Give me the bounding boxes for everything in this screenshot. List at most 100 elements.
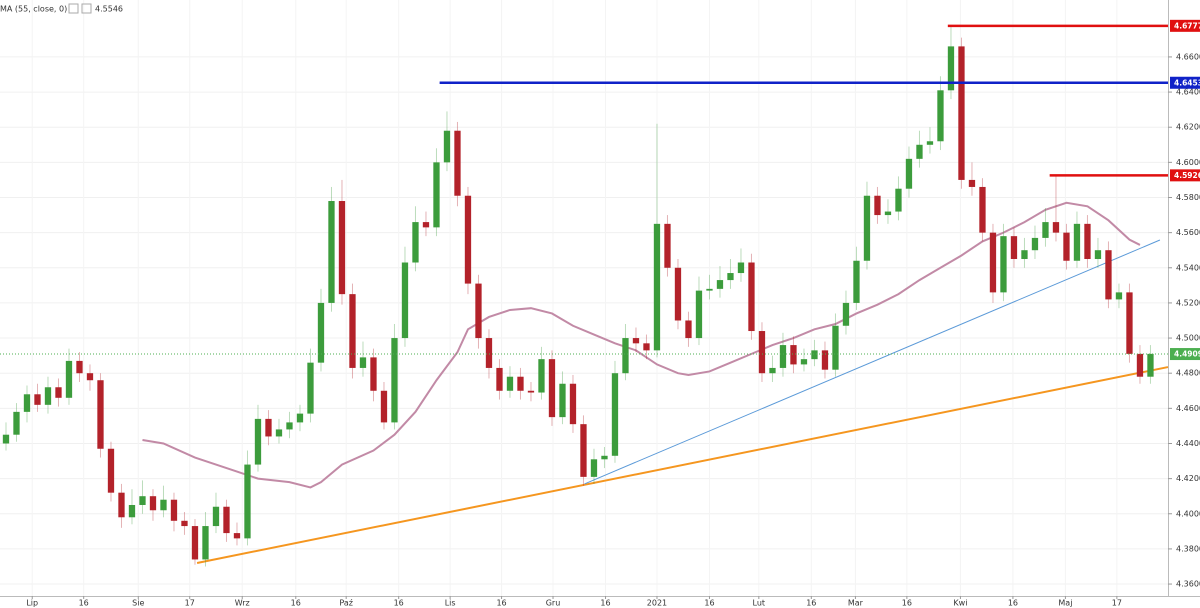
candle-body [170, 499, 178, 521]
candle-body [1042, 222, 1049, 238]
candle-body [905, 158, 913, 189]
level-box [1170, 169, 1200, 182]
candle-body [685, 320, 692, 339]
y-tick-label: 4.5200 [1176, 298, 1200, 307]
y-tick-label: 4.6400 [1176, 88, 1200, 97]
candle-body [706, 288, 713, 291]
candle-body [370, 357, 377, 391]
candle-body [359, 357, 367, 368]
close-icon[interactable] [81, 3, 92, 14]
candle-body [1073, 223, 1081, 261]
y-tick-label: 4.4600 [1176, 404, 1200, 413]
y-tick-label: 4.4000 [1176, 509, 1200, 518]
x-tick-label: Sie [132, 599, 144, 608]
candle-body [286, 422, 293, 430]
x-tick-label: Lis [445, 599, 456, 608]
candle-body [296, 413, 304, 423]
level-box [1170, 19, 1200, 32]
candle-body [496, 367, 503, 391]
candle-body [884, 211, 892, 216]
last-price-label: 4.4909 [1174, 350, 1200, 359]
x-tick-label: 16 [291, 599, 301, 608]
candle-body [758, 331, 766, 374]
trend-line [584, 239, 1161, 485]
candle-body [1031, 237, 1039, 251]
candle-body [107, 448, 115, 493]
candle-body [653, 223, 661, 351]
candle-body [1052, 222, 1060, 233]
y-tick-label: 4.5600 [1176, 228, 1200, 237]
x-tick-label: Lut [753, 599, 766, 608]
candle-body [149, 496, 157, 511]
y-tick-label: 4.4200 [1176, 474, 1200, 483]
x-tick-label: 16 [902, 599, 912, 608]
y-tick-label: 4.3800 [1176, 544, 1200, 553]
candle-body [506, 376, 514, 391]
indicator-value: 4.5546 [95, 5, 123, 14]
candle-body [947, 46, 955, 91]
x-tick-label: Mar [848, 599, 864, 608]
candle-body [328, 201, 335, 303]
candle-body [832, 325, 839, 370]
candle-body [968, 179, 976, 187]
level-label: 4.5926 [1174, 171, 1200, 180]
candle-body [2, 434, 10, 444]
level-box [1170, 76, 1200, 89]
candle-body [727, 273, 734, 281]
trend-line [196, 366, 1169, 564]
x-tick-label: 16 [1008, 599, 1018, 608]
candle-body [643, 343, 650, 351]
candle-body [443, 130, 451, 163]
candle-body [527, 390, 535, 393]
y-tick-label: 4.3600 [1176, 580, 1200, 589]
candle-body [454, 130, 461, 196]
last-price-box [1170, 348, 1200, 361]
candle-body [485, 338, 493, 368]
candle-body [233, 533, 241, 539]
candle-body [139, 496, 146, 505]
settings-icon[interactable] [68, 3, 79, 14]
candle-body [422, 222, 430, 228]
candle-body [349, 294, 356, 368]
level-label: 4.6453 [1174, 78, 1200, 87]
candle-body [1136, 353, 1144, 377]
x-tick-label: 16 [79, 599, 89, 608]
candle-body [979, 186, 986, 233]
candle-body [1010, 236, 1018, 259]
candle-body [1000, 236, 1007, 293]
candle-body [76, 360, 83, 374]
indicator-name: MA (55, close, 0) [0, 5, 67, 14]
candle-body [1105, 250, 1112, 300]
x-tick-label: Gru [546, 599, 561, 608]
candle-body [1084, 223, 1091, 259]
candle-body [674, 267, 682, 321]
x-tick-label: Kwi [953, 599, 967, 608]
x-tick-label: 17 [185, 599, 195, 608]
candle-body [464, 195, 472, 284]
candle-body [13, 411, 20, 435]
candle-body [380, 390, 388, 423]
x-tick-label: 16 [704, 599, 714, 608]
candle-body [265, 418, 272, 437]
candle-body [254, 418, 262, 465]
candle-body [790, 345, 797, 365]
candle-body [842, 302, 850, 326]
candle-body [275, 429, 283, 437]
candle-body [811, 350, 818, 360]
y-tick-label: 4.6200 [1176, 123, 1200, 132]
candle-body [1063, 232, 1070, 261]
candle-body [769, 367, 776, 374]
candle-body [853, 260, 860, 303]
candle-body [97, 380, 104, 449]
candle-body [1115, 292, 1123, 300]
candle-body [695, 290, 703, 339]
candle-body [391, 338, 398, 423]
candle-body [737, 262, 745, 274]
candle-body [44, 387, 52, 405]
candle-body [611, 373, 619, 456]
candle-body [559, 383, 566, 418]
ma-line [142, 201, 1141, 489]
